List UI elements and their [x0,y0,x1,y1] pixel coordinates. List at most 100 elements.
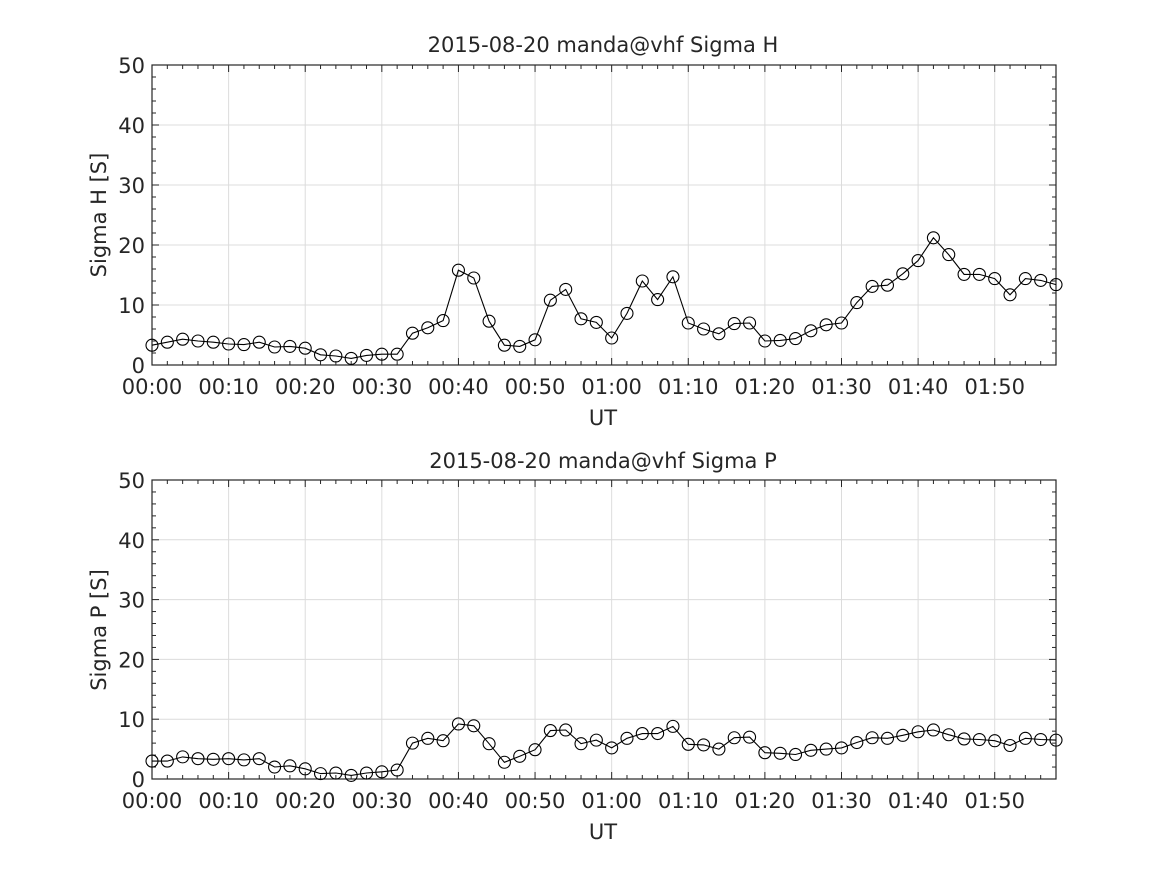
data-point [911,725,925,739]
data-point [375,765,389,779]
data-point [467,719,481,733]
data-point [758,746,772,760]
data-point [543,724,557,738]
data-point [834,741,849,755]
x-tick-label: 00:00 [122,375,183,399]
data-point [375,347,389,361]
data-point [1034,273,1048,287]
data-point [359,766,374,780]
data-point [497,755,511,769]
data-point [911,254,925,268]
x-tick-label: 00:20 [275,789,336,813]
data-point [390,347,404,361]
y-tick-label: 20 [118,234,145,258]
data-point [206,752,220,766]
data-point [574,737,588,751]
data-point [834,316,849,330]
data-point [1018,731,1032,745]
data-point [237,338,251,352]
x-tick-label: 00:20 [275,375,336,399]
data-point [298,762,312,776]
x-tick-label: 01:10 [658,789,719,813]
x-tick-label: 00:10 [198,789,259,813]
data-point [880,278,895,292]
x-tick-label: 00:30 [352,789,413,813]
data-point [635,274,649,288]
data-point [651,293,665,307]
y-tick-label: 50 [118,54,145,78]
data-point [329,766,343,780]
data-point [268,340,282,354]
x-tick-label: 00:40 [428,789,489,813]
data-point [865,731,879,745]
data-point [651,727,665,741]
data-point [758,334,772,348]
data-point [620,306,634,320]
data-point [222,337,236,351]
y-tick-label: 20 [118,648,145,672]
data-point [666,719,680,733]
y-tick-label: 30 [118,174,145,198]
x-tick-label: 01:50 [964,375,1025,399]
data-point [589,733,603,747]
data-point [421,731,435,745]
data-point [191,752,205,766]
data-point [988,272,1002,286]
x-tick-label: 01:30 [811,789,872,813]
sigma-p-panel: 2015-08-20 manda@vhf Sigma P Sigma P [S]… [87,449,1063,844]
data-point [176,750,190,764]
y-tick-label: 10 [118,294,145,318]
x-tick-label: 00:40 [428,375,489,399]
chart-title: 2015-08-20 manda@vhf Sigma H [428,33,779,57]
data-point [697,322,711,336]
axes-box [151,479,1057,780]
data-point [727,731,741,745]
data-point [176,332,190,346]
data-point [451,263,465,277]
data-point [850,735,864,750]
data-point [482,314,496,328]
y-tick-label: 30 [118,589,145,613]
data-point [313,767,328,781]
y-tick-label: 50 [118,469,145,493]
data-point [497,338,511,352]
data-point [513,339,527,353]
data-point [513,749,527,763]
data-point [160,754,174,768]
data-point [666,270,680,284]
data-point [482,737,496,751]
data-point [283,339,297,353]
data-point [421,321,435,335]
data-point [559,282,573,296]
x-tick-label: 01:40 [888,375,949,399]
y-tick-labels: 0 10 20 30 40 50 [118,469,145,792]
data-point [788,747,803,762]
data-point [191,334,205,348]
data-point [1049,278,1063,292]
y-tick-label: 10 [118,708,145,732]
data-point [390,763,404,777]
data-points [145,717,1063,782]
data-point [313,348,328,362]
data-point [926,723,940,737]
data-point [896,728,910,742]
data-point [528,333,542,347]
x-tick-label: 00:10 [198,375,259,399]
x-tick-label: 01:20 [735,789,796,813]
data-point [436,314,450,328]
data-point [252,752,266,766]
data-point [942,248,956,262]
data-point [145,754,159,768]
axes-box [151,64,1057,366]
data-point [727,317,741,331]
data-point [926,231,940,245]
x-tick-label: 00:50 [505,375,566,399]
data-point [850,296,864,310]
data-point [298,341,312,355]
data-point [819,742,833,756]
data-point [329,349,343,363]
data-point [635,727,649,741]
data-point [344,768,358,782]
x-tick-label: 01:00 [581,789,642,813]
data-point [344,351,358,365]
